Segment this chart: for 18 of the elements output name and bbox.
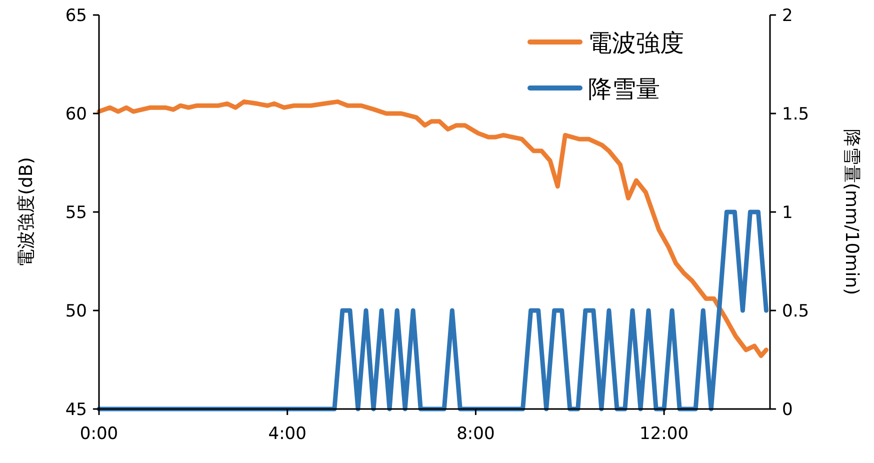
y-tick-label: 55 xyxy=(65,203,87,223)
y2-tick-label: 0 xyxy=(782,400,793,420)
x-tick-label: 4:00 xyxy=(268,424,306,444)
y2-axis-title: 降雪量(mm/10min) xyxy=(841,128,862,296)
legend-label: 降雪量 xyxy=(588,75,660,103)
y-tick-label: 50 xyxy=(65,302,87,322)
y-axis-title: 電波強度(dB) xyxy=(16,157,37,267)
x-tick-label: 12:00 xyxy=(640,424,689,444)
legend-label: 電波強度 xyxy=(588,29,684,57)
y2-tick-label: 0.5 xyxy=(782,302,810,322)
y2-tick-label: 2 xyxy=(782,6,793,26)
y-tick-label: 45 xyxy=(65,400,87,420)
x-tick-label: 0:00 xyxy=(80,424,118,444)
y-tick-label: 60 xyxy=(65,104,87,124)
y2-tick-label: 1.5 xyxy=(782,104,810,124)
x-tick-label: 8:00 xyxy=(456,424,495,444)
y-tick-label: 65 xyxy=(65,6,87,26)
y2-tick-label: 1 xyxy=(782,203,793,223)
